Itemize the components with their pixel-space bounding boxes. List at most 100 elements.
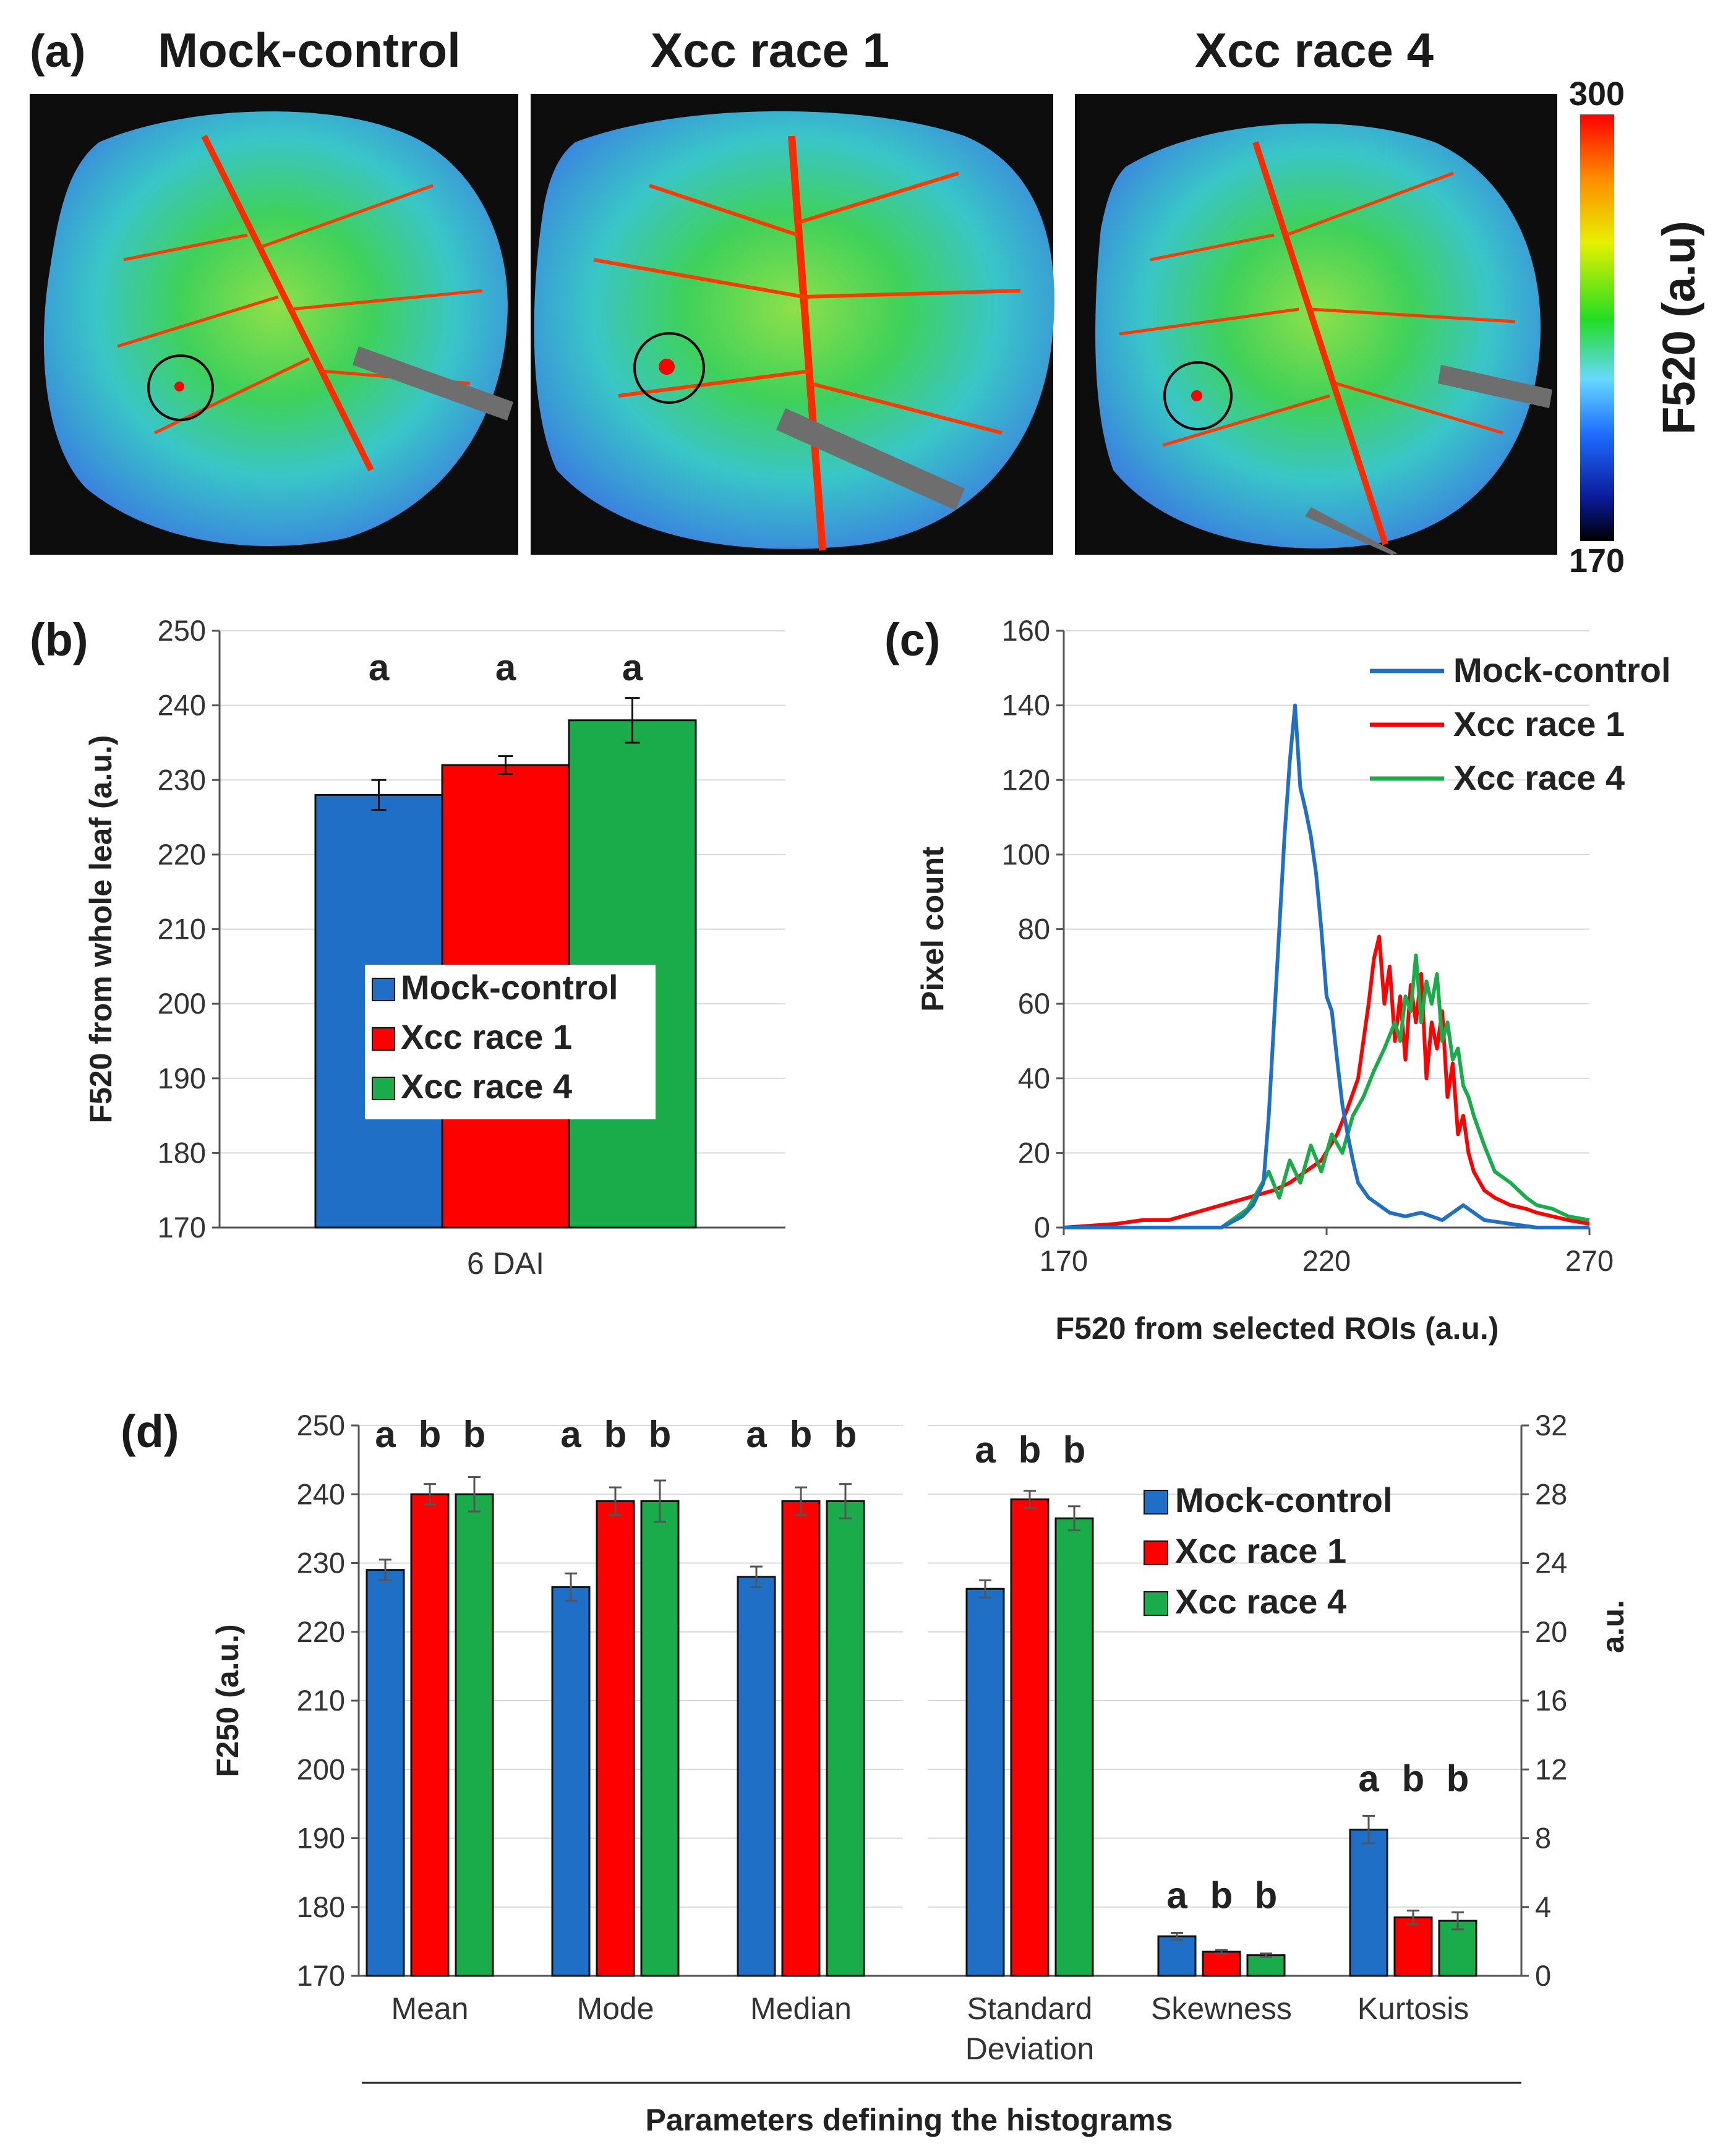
x-tick-label: 170: [1040, 1244, 1088, 1277]
y-tick-label: 160: [1002, 614, 1050, 647]
leaf-title-race1: Xcc race 1: [651, 23, 889, 77]
leaf-title-mock: Mock-control: [158, 23, 461, 77]
leaf-image-race4: [1075, 94, 1557, 555]
significance-letter: b: [1063, 1429, 1086, 1471]
y-tick-label-right: 28: [1535, 1477, 1567, 1510]
y-tick-label-right: 4: [1535, 1891, 1551, 1923]
bar-1-0: [551, 1586, 591, 1977]
legend-label-1: Xcc race 1: [401, 1017, 572, 1056]
significance-letter: a: [495, 647, 516, 688]
legend-label-1: Xcc race 1: [1175, 1531, 1346, 1570]
legend-swatch-2: [372, 1077, 395, 1100]
bar-1-2: [640, 1500, 680, 1977]
significance-letter: a: [1166, 1874, 1187, 1916]
legend-swatch-1: [372, 1027, 395, 1051]
significance-letter: a: [622, 647, 643, 688]
y-tick-label-right: 0: [1535, 1959, 1551, 1992]
y-tick-label: 140: [1002, 689, 1050, 722]
significance-letter: b: [1019, 1429, 1041, 1471]
leaf-image-race1: [531, 94, 1054, 555]
significance-letter: b: [463, 1414, 486, 1455]
y-tick-label: 210: [158, 913, 206, 946]
y-tick-label: 180: [158, 1136, 206, 1169]
x-category-label: Median: [750, 1991, 852, 2026]
bar-0-1: [410, 1493, 450, 1977]
y-tick-label-left: 210: [297, 1684, 345, 1717]
x-axis-title: Parameters defining the histograms: [645, 2103, 1173, 2137]
legend-label-2: Xcc race 4: [401, 1067, 572, 1106]
significance-letter: b: [1210, 1874, 1233, 1916]
panel-d-label: (d): [121, 1406, 179, 1457]
panel-b-chart: (b) 170 180 190 200 210 220 230 240 250 a a a 6 DAI F5…: [30, 614, 785, 1281]
significance-letter: b: [1402, 1758, 1425, 1799]
series-line-1: [1063, 934, 1590, 1229]
x-axis-title: F520 from selected ROIs (a.u.): [1056, 1311, 1499, 1346]
bar-1-1: [596, 1500, 635, 1977]
y-tick-label-right: 20: [1535, 1615, 1567, 1648]
bar-4-0: [1157, 1935, 1197, 1977]
y-tick-label: 40: [1018, 1062, 1050, 1095]
y-tick-label-right: 16: [1535, 1684, 1567, 1717]
significance-letter: a: [375, 1414, 396, 1455]
y-tick-label-right: 8: [1535, 1822, 1551, 1855]
panel-c-label: (c): [884, 614, 940, 665]
y-tick-label: 190: [158, 1062, 206, 1095]
bar-0-2: [455, 1493, 494, 1977]
y-tick-label-right: 12: [1535, 1753, 1567, 1785]
y-tick-label: 60: [1018, 987, 1050, 1020]
y-tick-label: 100: [1002, 838, 1050, 871]
bar-3-1: [1010, 1498, 1050, 1977]
legend-swatch-2: [1144, 1591, 1168, 1616]
significance-letter: b: [649, 1414, 672, 1455]
colorbar-gradient: [1580, 114, 1614, 541]
bar-0-0: [366, 1569, 405, 1977]
y-tick-label: 200: [158, 987, 206, 1020]
panel-d-chart: (d) 170 180 190 200 210 220 230 240 250 0 4 8 12 16 20 2…: [121, 1395, 1630, 2137]
colorbar-title: F520 (a.u): [1653, 221, 1704, 434]
significance-letter: a: [369, 647, 390, 688]
colorbar-min-label: 170: [1569, 542, 1625, 579]
legend-box: [365, 965, 656, 1119]
legend-swatch-0: [1144, 1490, 1168, 1515]
legend-swatch-0: [372, 978, 395, 1001]
y-axis-title-left: F250 (a.u.): [210, 1624, 245, 1777]
legend-label-0: Mock-control: [1175, 1480, 1393, 1519]
bar-2-2: [826, 1500, 865, 1977]
y-axis-title: Pixel count: [915, 847, 950, 1012]
significance-letter: b: [1255, 1874, 1278, 1916]
panel-a-label: (a): [30, 25, 85, 77]
y-axis-title: F520 from whole leaf (a.u.): [83, 735, 118, 1124]
y-tick-label: 220: [158, 838, 206, 871]
y-tick-label-left: 240: [297, 1477, 345, 1510]
bar-5-2: [1438, 1920, 1477, 1977]
significance-letter: b: [604, 1414, 627, 1455]
x-tick-label: 220: [1302, 1244, 1351, 1277]
legend-label-0: Mock-control: [401, 968, 618, 1007]
legend-label-2: Xcc race 4: [1175, 1582, 1346, 1621]
bar-4-2: [1246, 1954, 1286, 1977]
bar-5-0: [1349, 1829, 1388, 1977]
bar-5-1: [1393, 1916, 1433, 1977]
significance-letter: b: [419, 1414, 442, 1455]
x-category-label: Skewness: [1151, 1991, 1292, 2026]
panel-b-label: (b): [30, 614, 88, 665]
series-line-0: [1064, 703, 1589, 1229]
x-category-label: 6 DAI: [467, 1246, 544, 1281]
significance-letter: b: [790, 1414, 813, 1455]
panel-c-chart: (c) 0 20 40 60 80 100 120 140 160 170 220 270 Mock-co…: [884, 614, 1671, 1346]
y-tick-label: 240: [158, 689, 206, 722]
y-tick-label: 120: [1002, 763, 1050, 796]
x-category-label: Deviation: [965, 2032, 1094, 2066]
y-tick-label: 170: [158, 1211, 206, 1244]
bar-2-0: [737, 1576, 776, 1977]
leaf-title-race4: Xcc race 4: [1195, 23, 1434, 77]
y-tick-label-left: 230: [297, 1547, 345, 1579]
significance-letter: a: [746, 1414, 767, 1455]
significance-letter: a: [975, 1429, 996, 1471]
significance-letter: b: [1447, 1758, 1469, 1799]
y-tick-label-left: 200: [297, 1753, 345, 1785]
series-line-2: [1064, 953, 1590, 1229]
y-tick-label-left: 250: [297, 1409, 345, 1442]
legend-swatch-1: [1144, 1540, 1168, 1565]
